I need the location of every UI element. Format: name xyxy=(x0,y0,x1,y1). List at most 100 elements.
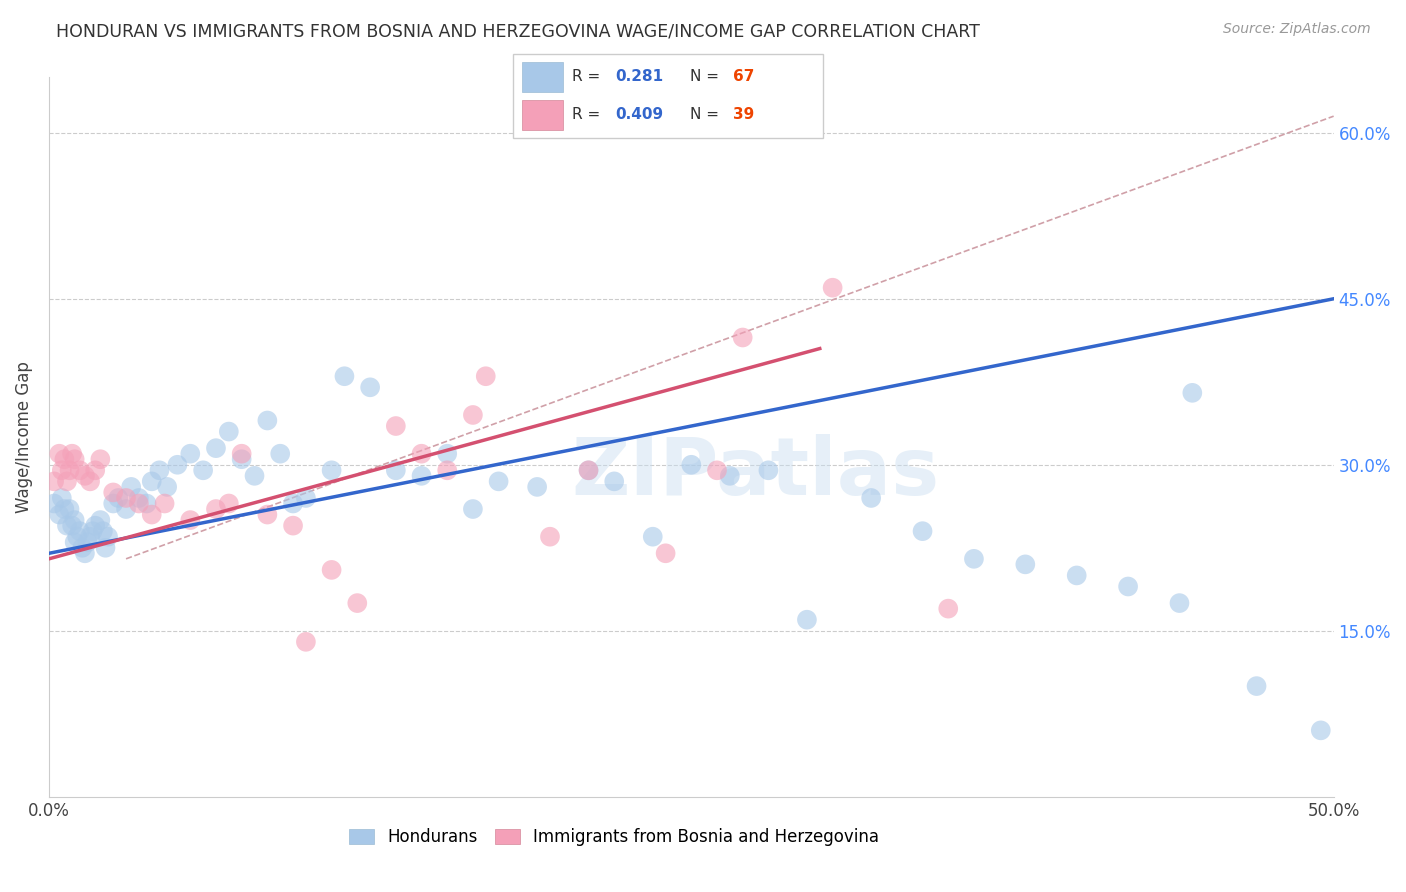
Point xyxy=(1168,596,1191,610)
Point xyxy=(256,413,278,427)
Point xyxy=(89,452,111,467)
Point xyxy=(295,491,318,505)
Point xyxy=(128,491,150,505)
Point xyxy=(385,419,408,434)
Text: 39: 39 xyxy=(733,107,754,122)
Point xyxy=(56,518,79,533)
Point xyxy=(1014,558,1036,572)
Point xyxy=(148,463,170,477)
Point xyxy=(346,596,368,610)
FancyBboxPatch shape xyxy=(523,100,562,130)
Point xyxy=(91,524,114,538)
Point xyxy=(60,518,83,533)
Point xyxy=(281,496,304,510)
Text: R =: R = xyxy=(572,70,605,85)
Point xyxy=(963,551,986,566)
Point xyxy=(58,502,80,516)
Text: Source: ZipAtlas.com: Source: ZipAtlas.com xyxy=(1223,22,1371,37)
Point xyxy=(578,463,600,477)
Point xyxy=(89,513,111,527)
Point xyxy=(603,475,626,489)
Text: N =: N = xyxy=(689,107,723,122)
Y-axis label: Wage/Income Gap: Wage/Income Gap xyxy=(15,361,32,513)
Point xyxy=(73,546,96,560)
Point xyxy=(231,447,253,461)
Point xyxy=(218,425,240,439)
Point xyxy=(538,530,561,544)
Point xyxy=(461,502,484,516)
Point xyxy=(60,447,83,461)
Point xyxy=(191,463,214,477)
Point xyxy=(474,369,496,384)
Text: N =: N = xyxy=(689,70,723,85)
Point xyxy=(94,541,117,555)
Point xyxy=(48,508,70,522)
Point xyxy=(79,530,101,544)
Point xyxy=(758,463,780,477)
Legend: Hondurans, Immigrants from Bosnia and Herzegovina: Hondurans, Immigrants from Bosnia and He… xyxy=(343,822,886,853)
Point xyxy=(58,463,80,477)
Point xyxy=(82,524,104,538)
Point xyxy=(42,496,65,510)
Point xyxy=(79,475,101,489)
Point xyxy=(156,480,179,494)
Point xyxy=(107,491,129,505)
Text: 0.281: 0.281 xyxy=(616,70,664,85)
Text: HONDURAN VS IMMIGRANTS FROM BOSNIA AND HERZEGOVINA WAGE/INCOME GAP CORRELATION C: HONDURAN VS IMMIGRANTS FROM BOSNIA AND H… xyxy=(56,22,980,40)
Point xyxy=(103,496,125,510)
Point xyxy=(128,496,150,510)
Point xyxy=(72,541,94,555)
Point xyxy=(63,535,86,549)
Point xyxy=(153,496,176,510)
Point xyxy=(141,508,163,522)
Point xyxy=(135,496,157,510)
Point xyxy=(115,502,138,516)
Point xyxy=(359,380,381,394)
Point xyxy=(166,458,188,472)
Point xyxy=(205,502,228,516)
Point xyxy=(269,447,291,461)
Point xyxy=(681,458,703,472)
Point xyxy=(411,447,433,461)
Point xyxy=(281,518,304,533)
Point xyxy=(63,513,86,527)
Point xyxy=(436,463,458,477)
Point xyxy=(436,447,458,461)
Point xyxy=(295,635,318,649)
Point xyxy=(120,480,142,494)
Point xyxy=(84,463,107,477)
Point xyxy=(66,530,89,544)
Point xyxy=(1181,385,1204,400)
Point xyxy=(256,508,278,522)
Point xyxy=(179,513,201,527)
Point xyxy=(718,468,741,483)
Point xyxy=(205,441,228,455)
Point xyxy=(97,530,120,544)
Point xyxy=(461,408,484,422)
Point xyxy=(115,491,138,505)
Point xyxy=(911,524,934,538)
Point xyxy=(488,475,510,489)
Point xyxy=(1116,580,1139,594)
Point xyxy=(103,485,125,500)
Point xyxy=(1309,723,1331,738)
Point xyxy=(141,475,163,489)
Point xyxy=(73,468,96,483)
Point xyxy=(578,463,600,477)
Text: R =: R = xyxy=(572,107,605,122)
FancyBboxPatch shape xyxy=(523,62,562,92)
Point xyxy=(51,463,73,477)
FancyBboxPatch shape xyxy=(513,54,823,138)
Point xyxy=(321,563,343,577)
Text: ZIPatlas: ZIPatlas xyxy=(571,434,939,512)
Point xyxy=(179,447,201,461)
Point xyxy=(321,463,343,477)
Point xyxy=(1246,679,1268,693)
Point xyxy=(51,491,73,505)
Text: 0.409: 0.409 xyxy=(616,107,664,122)
Point xyxy=(860,491,883,505)
Point xyxy=(69,524,91,538)
Point xyxy=(84,518,107,533)
Point xyxy=(796,613,818,627)
Point xyxy=(936,601,959,615)
